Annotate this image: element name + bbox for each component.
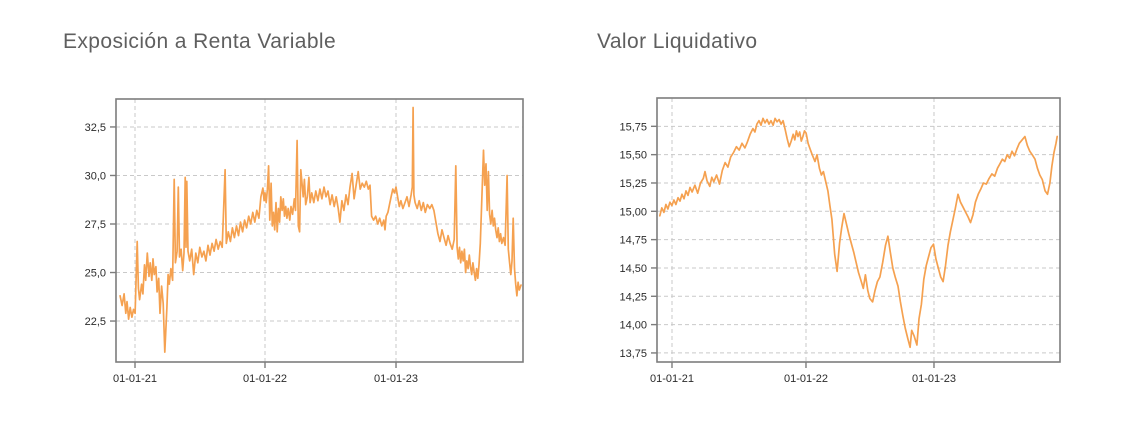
x-tick-label: 01-01-23 (912, 373, 956, 385)
data-series-line (119, 106, 522, 353)
data-series-line (658, 117, 1059, 349)
x-tick-label: 01-01-22 (243, 373, 287, 385)
gridlines (657, 98, 1060, 362)
y-tick-label: 27,5 (85, 219, 106, 231)
tick-labels: 22,5 25,0 27,5 30,0 32,5 01-01-21 01-01-22 01-0… (85, 122, 418, 385)
tick-labels: 13,75 14,00 14,25 14,50 14,75 15,00 15,25 15,50… (619, 121, 956, 385)
axis-ticks (651, 125, 935, 368)
y-tick-label: 32,5 (85, 122, 106, 134)
x-tick-label: 01-01-23 (374, 373, 418, 385)
y-tick-label: 30,0 (85, 170, 106, 182)
y-tick-label: 15,75 (619, 121, 647, 133)
chart-title-exposicion-renta-variable: Exposición a Renta Variable (63, 30, 337, 53)
y-tick-label: 14,50 (619, 263, 647, 275)
y-tick-label: 15,00 (619, 206, 647, 218)
y-tick-label: 14,00 (619, 320, 647, 332)
y-tick-label: 22,5 (85, 316, 106, 328)
y-tick-label: 25,0 (85, 268, 106, 280)
x-tick-label: 01-01-22 (784, 373, 828, 385)
chart-title-valor-liquidativo: Valor Liquidativo (597, 30, 758, 53)
x-tick-label: 01-01-21 (113, 373, 157, 385)
x-tick-label: 01-01-21 (650, 373, 694, 385)
y-tick-label: 15,50 (619, 150, 647, 162)
y-tick-label: 14,75 (619, 235, 647, 247)
plot-border (656, 97, 1061, 363)
y-tick-label: 15,25 (619, 178, 647, 190)
plot-border (115, 98, 524, 363)
axis-ticks (110, 126, 397, 368)
y-tick-label: 13,75 (619, 348, 647, 360)
y-tick-label: 14,25 (619, 291, 647, 303)
